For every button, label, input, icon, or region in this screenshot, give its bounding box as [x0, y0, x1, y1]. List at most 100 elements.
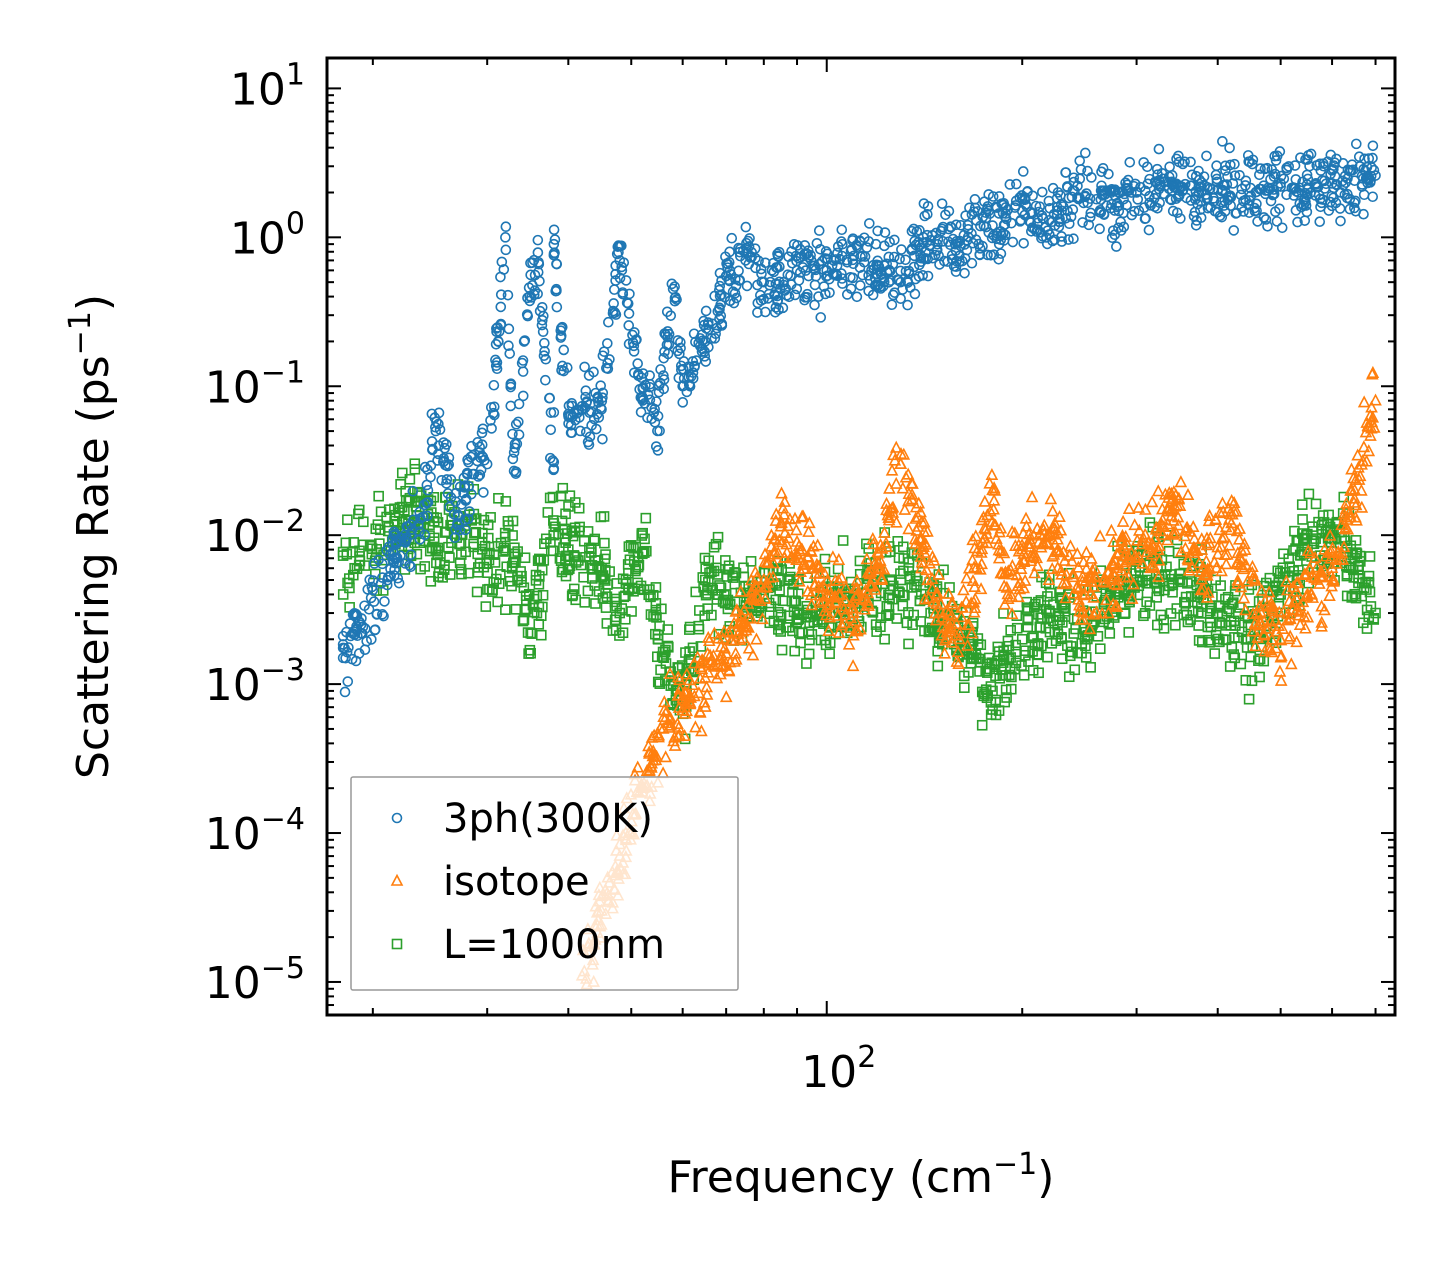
- data-point: [1090, 605, 1103, 618]
- data-point: [756, 612, 769, 625]
- data-point: [517, 355, 529, 366]
- data-point: [712, 531, 724, 543]
- data-point: [510, 418, 522, 430]
- data-point: [999, 696, 1011, 708]
- data-point: [439, 559, 450, 571]
- data-point: [858, 256, 870, 268]
- data-point: [1027, 528, 1041, 541]
- data-point: [1083, 219, 1095, 231]
- data-point: [1363, 570, 1375, 582]
- data-point: [470, 526, 482, 538]
- data-point: [444, 569, 456, 580]
- data-point: [1331, 544, 1345, 557]
- data-point: [1229, 158, 1240, 170]
- data-point: [1226, 642, 1238, 653]
- data-point: [1152, 619, 1163, 631]
- data-point: [1164, 161, 1175, 173]
- data-point: [1211, 547, 1225, 560]
- data-point: [1216, 611, 1228, 622]
- data-point: [759, 591, 772, 604]
- data-point: [341, 646, 353, 658]
- data-point: [1132, 523, 1146, 536]
- data-point: [1262, 621, 1275, 634]
- data-point: [1271, 216, 1283, 227]
- data-point: [1290, 603, 1303, 616]
- data-point: [401, 521, 413, 532]
- data-point: [1180, 598, 1192, 609]
- data-point: [607, 305, 619, 317]
- data-point: [719, 646, 733, 659]
- data-point: [637, 368, 649, 379]
- data-point: [1301, 206, 1313, 218]
- data-point: [896, 481, 910, 494]
- data-point: [432, 455, 443, 466]
- data-point: [1151, 592, 1162, 603]
- data-point: [544, 492, 556, 504]
- data-point: [399, 558, 411, 569]
- data-point: [472, 471, 484, 482]
- data-point: [347, 569, 359, 581]
- data-point: [1362, 177, 1373, 189]
- data-point: [927, 594, 940, 607]
- data-point: [642, 739, 655, 752]
- data-point: [1329, 170, 1341, 182]
- data-point: [495, 289, 507, 300]
- data-point: [820, 573, 834, 586]
- data-point: [1220, 593, 1231, 605]
- data-point: [740, 221, 752, 233]
- data-point: [652, 633, 664, 645]
- data-point: [1240, 180, 1251, 191]
- data-point: [1116, 514, 1130, 527]
- data-point: [1018, 238, 1029, 249]
- data-point: [433, 418, 444, 430]
- data-point: [1274, 673, 1288, 686]
- y-tick-exp: −2: [261, 504, 305, 539]
- data-point: [926, 549, 939, 562]
- data-point: [641, 545, 652, 557]
- data-point: [1281, 613, 1295, 626]
- data-point: [1274, 633, 1288, 646]
- data-point: [1315, 570, 1329, 583]
- data-point: [1031, 559, 1044, 572]
- data-point: [1202, 192, 1213, 204]
- data-point: [586, 573, 598, 584]
- data-point: [811, 559, 825, 572]
- data-point: [597, 433, 608, 445]
- data-point: [1290, 576, 1303, 589]
- data-point: [522, 310, 534, 322]
- data-point: [960, 571, 973, 584]
- data-point: [650, 604, 662, 616]
- data-point: [978, 494, 992, 507]
- data-point: [1055, 586, 1066, 598]
- data-point: [824, 637, 836, 649]
- data-point: [713, 589, 724, 600]
- data-point: [341, 548, 353, 560]
- y-tick-label: 10−4: [205, 802, 305, 860]
- data-point: [1224, 523, 1238, 536]
- data-point: [637, 382, 649, 393]
- data-point: [1300, 200, 1312, 211]
- data-point: [1363, 577, 1375, 589]
- data-point: [1258, 655, 1270, 667]
- data-point: [1164, 193, 1176, 205]
- data-point: [955, 610, 968, 623]
- data-point: [1046, 504, 1060, 517]
- data-point: [340, 652, 351, 664]
- data-point: [1276, 621, 1290, 634]
- data-point: [563, 544, 574, 555]
- data-point: [899, 589, 910, 601]
- data-point: [951, 645, 965, 658]
- data-point: [918, 198, 930, 209]
- data-point: [1230, 524, 1244, 537]
- data-point: [1080, 147, 1091, 159]
- series-circle: [337, 136, 1381, 698]
- data-point: [703, 555, 714, 567]
- data-point: [1270, 206, 1281, 218]
- data-point: [452, 509, 464, 521]
- data-point: [722, 625, 736, 638]
- data-point: [777, 507, 791, 520]
- data-point: [1328, 164, 1339, 175]
- data-point: [624, 554, 636, 566]
- data-point: [950, 654, 964, 667]
- data-point: [500, 604, 511, 615]
